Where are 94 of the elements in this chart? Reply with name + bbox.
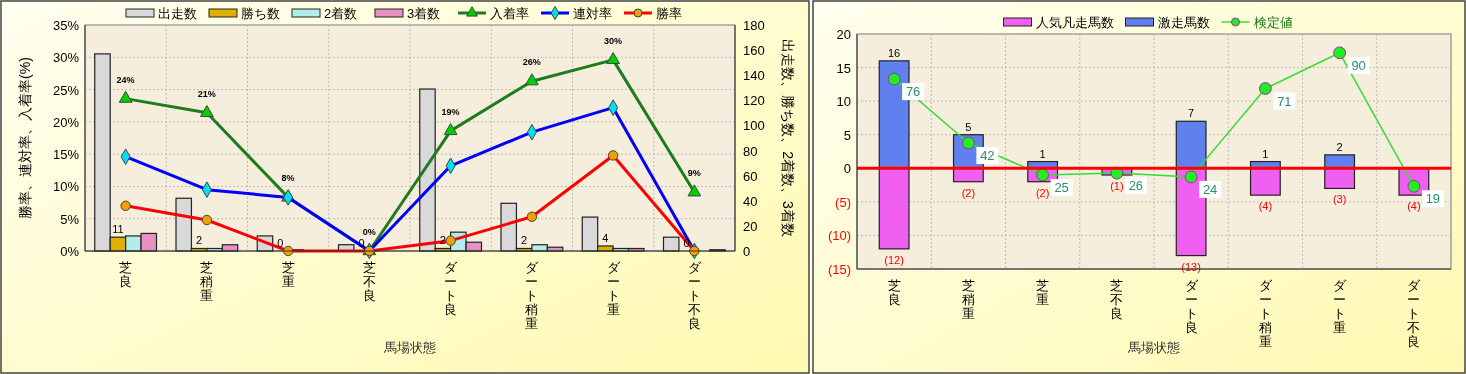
x-tick-label: ダート不良 <box>1407 278 1422 349</box>
legend-label: 3着数 <box>407 6 441 21</box>
y-tick-label: 10 <box>836 94 851 110</box>
x-tick-label: 芝不良 <box>1110 278 1124 321</box>
data-label: 8% <box>281 173 295 184</box>
data-label: 30% <box>604 35 623 46</box>
y-tick-label: 25% <box>52 82 80 98</box>
y-tick-label: 15% <box>52 147 80 163</box>
y-axis-title: 勝率、連対率、入着率(%) <box>17 57 33 219</box>
data-label: 2 <box>1336 140 1343 153</box>
data-label: (3) <box>1332 193 1347 206</box>
data-label: (4) <box>1407 200 1421 213</box>
y-tick-label: 35% <box>52 18 80 33</box>
y-tick-label: (10) <box>827 228 851 244</box>
data-label: (2) <box>961 186 976 199</box>
data-label: 16 <box>888 46 901 59</box>
x-tick-label: ダート稍重 <box>1258 278 1273 349</box>
data-label: 21% <box>197 88 216 99</box>
x-tick-label: ダート重 <box>606 260 621 317</box>
y-tick-label: 5% <box>60 211 80 227</box>
data-label: 24 <box>1202 181 1218 197</box>
data-label: 42 <box>980 148 995 164</box>
x-axis-title: 馬場状態 <box>1127 340 1180 355</box>
y-tick-label: 5 <box>843 127 851 143</box>
x-tick-label: ダート稍重 <box>525 260 540 331</box>
data-label: 2 <box>196 234 203 247</box>
x-tick-label: 芝不良 <box>362 260 376 303</box>
data-label: 1 <box>1262 147 1269 160</box>
y-tick-label: 20% <box>52 114 80 130</box>
data-label: 11 <box>112 223 124 236</box>
legend-label: 出走数 <box>158 6 197 21</box>
x-tick-label: 芝良 <box>887 278 901 307</box>
y-tick-label: 20 <box>836 27 851 42</box>
x-axis-title: 馬場状態 <box>383 340 436 355</box>
data-label: (12) <box>884 253 904 266</box>
data-label: 76 <box>905 84 921 100</box>
y2-tick-label: 100 <box>743 118 765 134</box>
data-label: 71 <box>1277 93 1292 109</box>
y-tick-label: 10% <box>52 179 80 195</box>
legend-label: 激走馬数 <box>1157 15 1210 30</box>
data-label: 4 <box>602 231 609 244</box>
data-label: 24% <box>116 74 135 85</box>
data-label: 1 <box>1039 147 1046 160</box>
data-label: 0% <box>362 227 376 237</box>
x-tick-label: 芝稍重 <box>961 278 975 321</box>
data-label: 7 <box>1188 107 1195 120</box>
data-label: 2 <box>521 234 528 247</box>
y2-tick-label: 40 <box>743 193 758 209</box>
x-tick-label: ダート良 <box>1184 278 1199 335</box>
x-tick-label: ダート良 <box>444 260 459 317</box>
data-label: 0 <box>683 237 690 249</box>
x-tick-label: 芝重 <box>1036 278 1050 307</box>
data-label: 19 <box>1425 191 1441 207</box>
y2-tick-label: 60 <box>743 168 758 184</box>
y-tick-label: 0% <box>60 244 80 259</box>
y-tick-label: 15 <box>836 60 851 76</box>
data-label: 19% <box>441 106 460 117</box>
x-tick-label: ダート不良 <box>687 260 702 331</box>
y2-tick-label: 80 <box>743 143 758 159</box>
y-tick-label: 30% <box>52 50 80 66</box>
data-label: 5 <box>965 120 972 133</box>
data-label: (4) <box>1258 200 1273 213</box>
y2-axis-title: 出走数、勝ち数、2着数、3着数 <box>780 39 796 237</box>
data-label: 0 <box>358 237 365 249</box>
y-tick-label: (5) <box>835 194 851 210</box>
x-tick-label: 芝稍重 <box>200 260 214 303</box>
y2-tick-label: 140 <box>743 68 765 84</box>
data-label: 9% <box>687 168 701 179</box>
legend-label: 2着数 <box>324 6 358 21</box>
data-label: 2 <box>439 234 446 247</box>
x-tick-label: ダート重 <box>1333 278 1348 335</box>
x-tick-label: 芝重 <box>281 260 295 289</box>
data-label: (1) <box>1110 180 1124 192</box>
legend-label: 人気凡走馬数 <box>1035 15 1114 30</box>
legend-label: 勝ち数 <box>241 6 280 21</box>
y2-tick-label: 0 <box>743 244 751 259</box>
x-tick-label: 芝良 <box>119 260 133 289</box>
legend-label: 検定値 <box>1253 15 1293 30</box>
legend-label: 入着率 <box>490 6 529 21</box>
data-label: 0 <box>277 237 284 249</box>
y2-tick-label: 120 <box>743 93 765 109</box>
y2-tick-label: 180 <box>743 18 765 33</box>
data-label: 26 <box>1128 178 1144 194</box>
y2-tick-label: 20 <box>743 218 758 234</box>
legend-label: 連対率 <box>573 6 612 21</box>
data-label: 25 <box>1054 180 1069 195</box>
data-label: 90 <box>1351 57 1366 73</box>
y-tick-label: (15) <box>827 262 851 277</box>
data-label: (2) <box>1035 186 1050 199</box>
y2-tick-label: 160 <box>743 43 765 59</box>
y-tick-label: 0 <box>843 161 851 177</box>
data-label: (13) <box>1181 260 1201 273</box>
data-label: 26% <box>522 57 541 68</box>
legend-label: 勝率 <box>656 6 682 21</box>
